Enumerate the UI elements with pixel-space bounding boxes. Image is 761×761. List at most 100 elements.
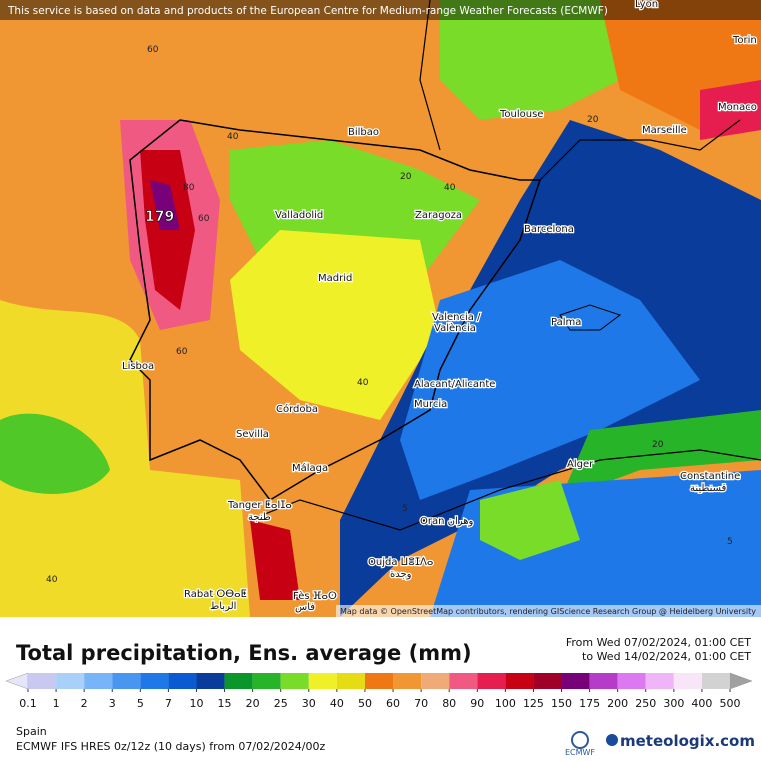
colorbar-tick-label: 300 [663,697,684,710]
city-label: الرباط [210,601,236,612]
city-label: Murcia [414,399,447,410]
attribution: Map data © OpenStreetMap contributors, r… [340,607,756,616]
period-from: From Wed 07/02/2024, 01:00 CET [566,636,751,649]
contour-label: 40 [227,132,239,142]
city-label: Madrid [318,273,352,284]
colorbar-segment [673,673,702,689]
contour-label: 80 [183,183,195,193]
city-label: Fès ⴼⴰⵙ [293,590,337,602]
colorbar-tick-label: 80 [442,697,456,710]
colorbar-tick-label: 90 [470,697,484,710]
colorbar-tick-label: 200 [607,697,628,710]
contour-label: 20 [587,115,599,125]
colorbar-tick-label: 40 [330,697,344,710]
city-label: Monaco [718,102,757,113]
colorbar-tick-label: 60 [386,697,400,710]
banner: This service is based on data and produc… [7,5,608,17]
period-to: to Wed 14/02/2024, 01:00 CET [582,650,751,663]
banner-bg [0,0,761,20]
brand[interactable]: meteologix.com [620,732,755,750]
city-label: Zaragoza [415,210,462,221]
city-label: Alger [567,459,594,470]
colorbar-segment [589,673,618,689]
contour-label: 60 [147,45,159,55]
colorbar-segment [336,673,365,689]
city-label: Tanger ⵟⴰⵏⵊⴰ [227,500,292,511]
colorbar-tick-label: 175 [579,697,600,710]
city-label: Lisboa [122,361,154,372]
contour-label: 40 [444,183,456,193]
city-label: Oujda ⵡⴻⵊⴷⴰ [368,557,433,568]
city-label: Bilbao [348,127,379,138]
colorbar-tick-label: 150 [551,697,572,710]
colorbar-segment [477,673,506,689]
colorbar-tick-label: 25 [274,697,288,710]
colorbar-segment [505,673,534,689]
colorbar-segment [224,673,253,689]
colorbar-segment [617,673,646,689]
city-label: فاس [295,602,315,613]
model-info: ECMWF IFS HRES 0z/12z (10 days) from 07/… [16,740,326,753]
colorbar-segment [533,673,562,689]
colorbar-segment [196,673,225,689]
city-label: Málaga [292,462,328,474]
city-label: Lyon [635,0,658,10]
colorbar-tick-label: 250 [635,697,656,710]
city-label: Marseille [642,125,687,136]
contour-label: 5 [402,504,408,514]
contour-label: 60 [198,214,210,224]
city-label: وجدة [390,569,412,580]
colorbar-tick-label: 50 [358,697,372,710]
colorbar-tick-label: 10 [189,697,203,710]
colorbar-tick-label: 500 [720,697,741,710]
city-label: Sevilla [236,429,269,440]
city-label: Toulouse [499,109,543,120]
colorbar-segment [252,673,281,689]
colorbar-tick-label: 1 [53,697,60,710]
city-label: València [434,322,476,334]
colorbar-tick-label: 100 [495,697,516,710]
legend: Total precipitation, Ens. average (mm) F… [0,617,761,761]
colorbar-segment [28,673,57,689]
city-label: Barcelona [524,224,574,235]
colorbar-segment [561,673,590,689]
colorbar-segment [280,673,309,689]
colorbar-segment [449,673,478,689]
colorbar-segment [56,673,85,689]
colorbar-segment [112,673,141,689]
colorbar-tick-label: 7 [165,697,172,710]
city-label: Valladolid [275,210,323,221]
colorbar-tick-label: 0.1 [19,697,37,710]
city-label: Alacant/Alicante [414,379,495,390]
colorbar-tick-label: 3 [109,697,116,710]
city-label: Córdoba [276,403,318,415]
ecmwf-logo: ECMWF [565,748,595,757]
colorbar-tick-label: 20 [246,697,260,710]
city-label: Oran وهران [420,516,474,527]
legend-title: Total precipitation, Ens. average (mm) [16,641,472,665]
colorbar-tick-label: 30 [302,697,316,710]
city-label: Rabat ⵔⴱⴰⵟ [184,589,247,600]
colorbar-tick-label: 125 [523,697,544,710]
max-label: 179 [145,209,174,225]
colorbar-tick-label: 400 [691,697,712,710]
colorbar-tick-label: 2 [81,697,88,710]
contour-label: 40 [46,575,58,585]
colorbar-segment [168,673,197,689]
city-label: Torin [732,35,757,46]
contour-label: 20 [652,440,664,450]
city-label: طنجة [248,512,271,523]
map: This service is based on data and produc… [0,0,761,617]
contour-label: 60 [176,347,188,357]
colorbar-tick-label: 5 [137,697,144,710]
contour-label: 20 [400,172,412,182]
colorbar-segment [364,673,394,689]
colorbar-tick-label: 15 [218,697,232,710]
colorbar-segment [645,673,674,689]
city-label: قسنطينة [690,483,727,494]
colorbar-segment [393,673,422,689]
city-label: Constantine [680,471,740,482]
contour-label: 5 [727,537,733,547]
colorbar-segment [421,673,450,689]
